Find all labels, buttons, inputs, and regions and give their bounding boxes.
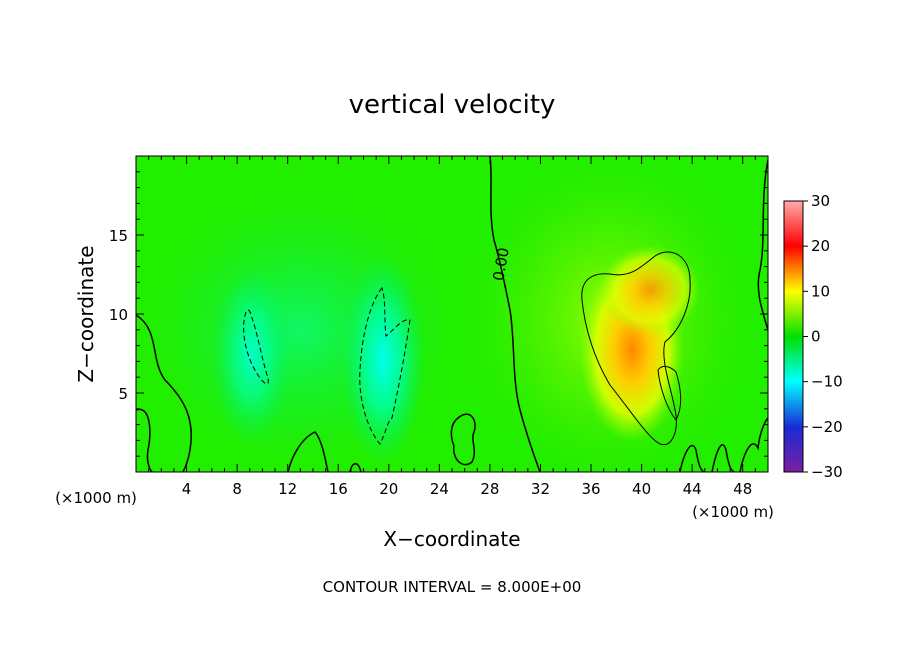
plot-area — [136, 156, 768, 472]
y-axis-label: Z−coordinate — [74, 245, 98, 382]
colorbar-tick-label: 0 — [811, 328, 821, 346]
x-axis-unit-left: (×1000 m) — [55, 489, 137, 507]
colorbar-tick-label: −10 — [811, 373, 843, 391]
contour-label: 0.00 — [489, 246, 513, 282]
updraft-core-upper — [600, 245, 700, 335]
y-tick-label: 15 — [109, 227, 128, 245]
colorbar-tick-label: 30 — [811, 192, 830, 210]
chart-title: vertical velocity — [349, 90, 556, 120]
contour-zero-right-teeth — [679, 417, 768, 472]
colorbar-tick-label: −30 — [811, 463, 843, 481]
contour-zero-left-edge — [136, 314, 192, 472]
x-tick-label: 40 — [632, 480, 651, 498]
contour-zero-left-lower — [136, 408, 153, 472]
downdraft-core-left — [212, 265, 292, 445]
contour-zero-hill — [287, 431, 329, 472]
colorbar-tick-label: 10 — [811, 282, 830, 300]
contour-zero-right-edge — [757, 159, 768, 331]
colorbar-tick-label: 20 — [811, 237, 830, 255]
x-tick-label: 36 — [581, 480, 600, 498]
contour-neg8-left — [243, 309, 269, 385]
x-tick-label: 4 — [182, 480, 192, 498]
y-tick-label: 10 — [109, 306, 128, 324]
x-tick-label: 28 — [480, 480, 499, 498]
x-axis-label: X−coordinate — [383, 527, 520, 551]
contour-zero-main — [489, 156, 541, 472]
x-tick-label: 8 — [232, 480, 242, 498]
y-axis: 5 10 15 — [109, 171, 768, 457]
x-axis: 4 8 12 16 20 24 28 32 36 40 44 48 — [148, 156, 756, 498]
contour-neg8-spur — [657, 365, 682, 421]
x-tick-label: 20 — [379, 480, 398, 498]
contour-neg8-center — [359, 286, 411, 445]
colorbar: 30 20 10 0 −10 −20 −30 — [783, 192, 843, 481]
x-tick-label: 32 — [531, 480, 550, 498]
colorbar-tick-label: −20 — [811, 418, 843, 436]
contour-plus8-updraft — [581, 251, 691, 446]
x-tick-label: 24 — [430, 480, 449, 498]
x-tick-label: 44 — [683, 480, 702, 498]
contour-zero-closed — [450, 413, 476, 466]
colorbar-gradient — [783, 200, 804, 473]
colorbar-ticks: 30 20 10 0 −10 −20 −30 — [803, 192, 843, 481]
x-tick-label: 48 — [733, 480, 752, 498]
x-tick-label: 16 — [329, 480, 348, 498]
y-tick-label: 5 — [118, 385, 128, 403]
x-axis-unit-right: (×1000 m) — [692, 503, 774, 521]
downdraft-core-center — [341, 255, 425, 465]
contour-interval-note: CONTOUR INTERVAL = 8.000E+00 — [323, 578, 582, 596]
x-tick-label: 12 — [278, 480, 297, 498]
